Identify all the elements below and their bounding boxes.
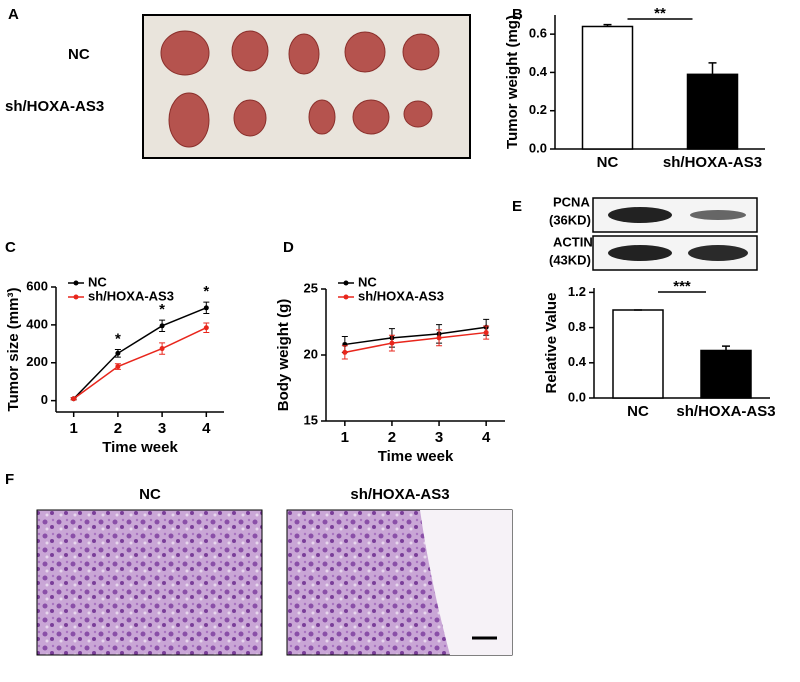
panel-letter: D bbox=[283, 239, 294, 256]
bar bbox=[612, 309, 664, 399]
y-tick-label: 600 bbox=[26, 278, 48, 293]
legend-label: sh/HOXA-AS3 bbox=[358, 288, 444, 303]
panel-letter: F bbox=[5, 471, 14, 488]
blot-label: ACTIN bbox=[553, 234, 593, 249]
legend-label: NC bbox=[88, 274, 107, 289]
y-tick-label: 200 bbox=[26, 354, 48, 369]
y-axis-label: Tumor weight (mg) bbox=[504, 15, 521, 149]
x-tick-label: sh/HOXA-AS3 bbox=[676, 403, 775, 420]
blot-label: (43KD) bbox=[549, 252, 591, 267]
y-tick-label: 0.6 bbox=[529, 26, 547, 41]
panel-letter: E bbox=[512, 198, 522, 215]
y-tick-label: 0.0 bbox=[568, 389, 586, 404]
y-axis-label: Body weight (g) bbox=[275, 299, 292, 412]
significance-label: ** bbox=[654, 5, 666, 22]
data-point bbox=[159, 346, 165, 352]
x-tick-label: 2 bbox=[388, 429, 396, 446]
bar bbox=[581, 25, 634, 150]
x-tick-label: 4 bbox=[202, 420, 211, 437]
data-point bbox=[436, 335, 442, 341]
series-line bbox=[344, 331, 487, 354]
error-bar bbox=[722, 345, 730, 351]
panel-letter: C bbox=[5, 239, 16, 256]
y-tick-label: 0.8 bbox=[568, 319, 586, 334]
data-point bbox=[115, 364, 121, 370]
data-point bbox=[342, 349, 348, 355]
legend-label: NC bbox=[358, 274, 377, 289]
row-label: NC bbox=[68, 46, 90, 63]
x-tick-label: 3 bbox=[158, 420, 166, 437]
error-bar bbox=[708, 62, 717, 75]
y-tick-label: 20 bbox=[304, 346, 318, 361]
legend-marker bbox=[73, 294, 79, 300]
histology-image bbox=[286, 509, 513, 656]
y-tick-label: 0.4 bbox=[568, 354, 587, 369]
x-tick-label: 3 bbox=[435, 429, 443, 446]
blot-label: (36KD) bbox=[549, 212, 591, 227]
x-tick-label: 4 bbox=[482, 429, 491, 446]
y-axis-label: Tumor size (mm³) bbox=[5, 288, 22, 412]
y-tick-label: 0 bbox=[41, 392, 48, 407]
x-tick-label: NC bbox=[627, 403, 649, 420]
y-axis-label: Relative Value bbox=[543, 293, 560, 394]
x-tick-label: NC bbox=[597, 154, 619, 171]
y-tick-label: 25 bbox=[304, 280, 318, 295]
data-point bbox=[389, 340, 395, 346]
x-tick-label: 2 bbox=[114, 420, 122, 437]
x-axis-label: Time week bbox=[102, 439, 178, 456]
data-point bbox=[483, 330, 489, 336]
y-tick-label: 0.4 bbox=[529, 64, 548, 79]
error-bar bbox=[603, 23, 612, 27]
image-title: sh/HOXA-AS3 bbox=[350, 486, 449, 503]
legend-marker bbox=[73, 280, 79, 286]
bar bbox=[700, 349, 752, 399]
blot-label: PCNA bbox=[553, 194, 590, 209]
row-label: sh/HOXA-AS3 bbox=[5, 98, 104, 115]
series-line bbox=[344, 326, 487, 346]
legend-marker bbox=[343, 280, 349, 286]
series-line bbox=[73, 327, 207, 400]
western-blot bbox=[592, 197, 758, 271]
data-point bbox=[203, 325, 209, 331]
y-tick-label: 0.0 bbox=[529, 140, 547, 155]
series-line bbox=[73, 307, 207, 400]
x-tick-label: 1 bbox=[70, 420, 78, 437]
panel-letter: A bbox=[8, 6, 19, 23]
image-title: NC bbox=[139, 486, 161, 503]
panel-letter: B bbox=[512, 6, 523, 23]
significance-label: * bbox=[159, 301, 165, 318]
data-point bbox=[115, 350, 121, 356]
y-tick-label: 15 bbox=[304, 412, 318, 427]
significance-label: *** bbox=[673, 278, 691, 295]
data-point bbox=[203, 305, 209, 311]
tumor-photo bbox=[142, 14, 471, 159]
data-point bbox=[71, 396, 77, 402]
bar bbox=[686, 73, 739, 150]
histology-image bbox=[36, 509, 263, 656]
y-tick-label: 0.2 bbox=[529, 102, 547, 117]
y-tick-label: 1.2 bbox=[568, 284, 586, 299]
significance-label: * bbox=[115, 330, 121, 347]
x-tick-label: sh/HOXA-AS3 bbox=[663, 154, 762, 171]
legend-label: sh/HOXA-AS3 bbox=[88, 288, 174, 303]
y-tick-label: 400 bbox=[26, 316, 48, 331]
x-tick-label: 1 bbox=[341, 429, 349, 446]
data-point bbox=[159, 323, 165, 329]
x-axis-label: Time week bbox=[378, 448, 454, 465]
significance-label: * bbox=[203, 283, 209, 300]
legend-marker bbox=[343, 294, 349, 300]
